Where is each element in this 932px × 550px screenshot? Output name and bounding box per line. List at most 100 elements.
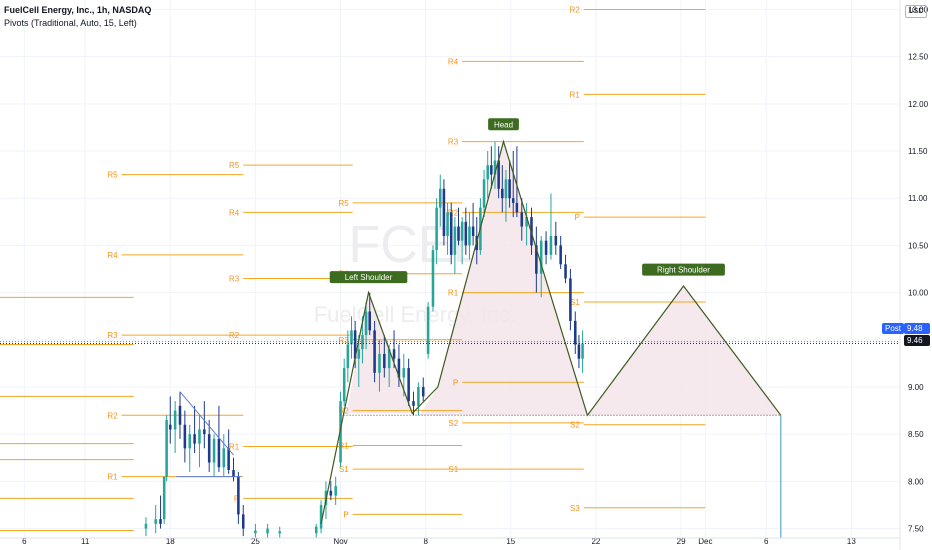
- x-tick-label: 13: [847, 537, 856, 546]
- x-tick-label: 18: [166, 537, 175, 546]
- candle-body: [554, 235, 558, 246]
- candle-body: [241, 514, 245, 529]
- callouts: Left Shoulder Head Right Shoulder: [329, 118, 725, 284]
- indicator-legend[interactable]: Pivots (Traditional, Auto, 15, Left): [4, 18, 137, 28]
- pivot-label: R3: [229, 274, 240, 283]
- candle-body: [482, 179, 486, 208]
- candle-body: [486, 165, 489, 180]
- candle-body: [446, 212, 449, 236]
- candle-body: [212, 438, 216, 463]
- pivot-label: R2: [229, 331, 240, 340]
- candle-body: [159, 519, 162, 524]
- candle-body: [471, 226, 475, 236]
- pivot-label: R1: [107, 473, 118, 482]
- candle-body: [173, 410, 177, 430]
- y-tick-label: 10.50: [908, 241, 929, 250]
- candle-body: [378, 353, 381, 373]
- y-tick-label: 7.50: [908, 525, 924, 534]
- candle-body: [504, 179, 508, 199]
- candle-body: [490, 165, 493, 175]
- candle-body: [417, 386, 420, 406]
- pivot-label: R4: [107, 251, 118, 260]
- descending-trendline: [179, 391, 234, 456]
- candle-body: [535, 245, 538, 274]
- pivot-label: R1: [570, 90, 581, 99]
- candle-body: [392, 349, 396, 359]
- candle-body: [468, 226, 471, 246]
- candle-body: [549, 235, 553, 255]
- candle-body: [227, 448, 230, 471]
- x-tick-label: 25: [251, 537, 260, 546]
- candle-body: [577, 344, 581, 359]
- pivot-label: R1: [448, 289, 459, 298]
- candle-body: [438, 188, 442, 208]
- candle-body: [193, 434, 196, 444]
- x-tick-label: 15: [506, 537, 515, 546]
- candle-body: [357, 349, 361, 359]
- grid: [0, 0, 900, 538]
- callout-label: Right Shoulder: [657, 266, 710, 275]
- pivot-label: S2: [448, 419, 458, 428]
- pivot-label: S2: [570, 421, 580, 430]
- candle-body: [460, 221, 464, 241]
- pivot-label: S3: [570, 504, 580, 513]
- candle-body: [397, 358, 401, 378]
- y-tick-label: 8.00: [908, 477, 924, 486]
- candle-body: [449, 212, 453, 255]
- candle-body: [559, 245, 562, 265]
- x-tick-label: 29: [677, 537, 686, 546]
- pattern-fill-region: [419, 141, 588, 416]
- candle-body: [412, 401, 415, 406]
- candle-body: [334, 486, 337, 496]
- candle-body: [453, 226, 457, 255]
- candle-body: [383, 353, 386, 369]
- candle-body: [368, 311, 372, 331]
- candle-body: [278, 531, 282, 534]
- y-tick-label: 13.00: [908, 5, 929, 14]
- candle-body: [342, 368, 346, 402]
- y-tick-label: 10.00: [908, 289, 929, 298]
- candle-body: [266, 528, 269, 534]
- candle-body: [426, 306, 430, 354]
- pivot-label: R4: [448, 57, 459, 66]
- y-tick-label: 12.50: [908, 53, 929, 62]
- callout-box: [642, 263, 725, 276]
- callout-box: [329, 271, 408, 284]
- x-tick-label: Dec: [698, 537, 712, 546]
- candle-body: [421, 386, 425, 397]
- overlays: [0, 139, 900, 538]
- y-tick-label: 9.00: [908, 383, 924, 392]
- candle-body: [539, 240, 543, 274]
- candle-body: [525, 217, 528, 227]
- candle-body: [373, 330, 376, 373]
- callout-label: Head: [494, 120, 513, 129]
- x-tick-label: Nov: [333, 537, 347, 546]
- pattern-fill-region: [587, 285, 781, 416]
- pivot-label: R2: [448, 208, 459, 217]
- candle-body: [564, 264, 567, 279]
- candle-body: [353, 330, 357, 359]
- candle-body: [457, 226, 460, 241]
- candle-body: [203, 429, 206, 435]
- candle-body: [515, 202, 519, 213]
- pivot-label: P: [343, 510, 348, 519]
- candle-body: [508, 179, 511, 199]
- symbol-title[interactable]: FuelCell Energy, Inc., 1h, NASDAQ: [4, 5, 152, 15]
- candle-body: [431, 250, 435, 307]
- pivot-label: P: [234, 494, 239, 503]
- candle-body: [162, 476, 166, 520]
- candle-body: [188, 434, 192, 449]
- candle-body: [435, 207, 438, 251]
- candle-body: [232, 470, 235, 477]
- pivot-label: R5: [338, 199, 349, 208]
- candle-body: [314, 526, 318, 534]
- candle-body: [364, 311, 368, 336]
- pivot-label: R1: [229, 442, 240, 451]
- currency-button[interactable]: USD: [905, 5, 927, 18]
- pivot-label: P: [453, 378, 458, 387]
- candle-body: [154, 519, 157, 524]
- pivot-label: R4: [229, 208, 240, 217]
- pivot-label: R5: [229, 161, 240, 170]
